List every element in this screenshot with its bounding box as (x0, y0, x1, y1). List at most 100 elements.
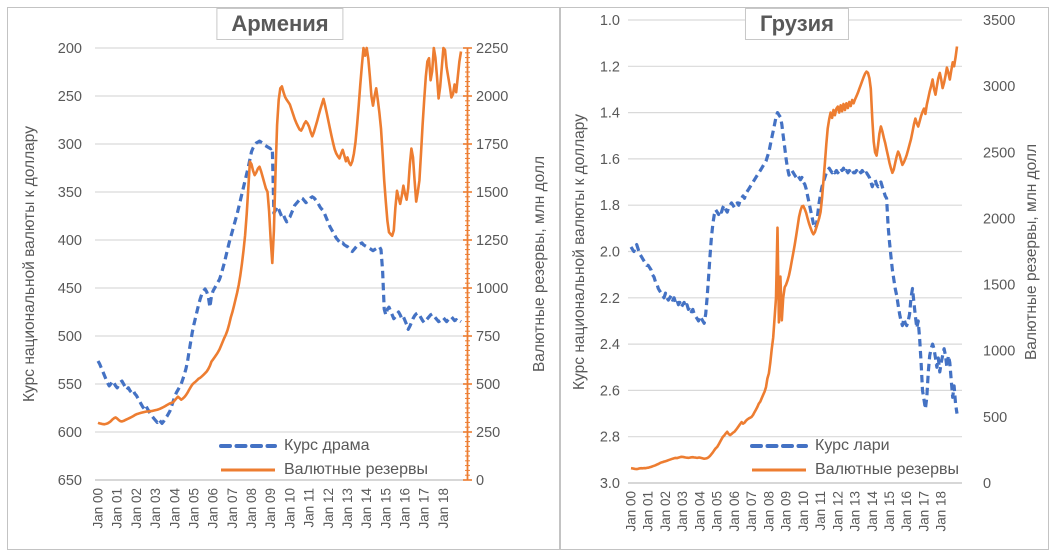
x-tick-label: Jan 02 (658, 491, 673, 532)
y-right-tick-label: 2500 (983, 145, 1015, 161)
x-tick-label: Jan 08 (761, 491, 776, 532)
y-right-tick-label: 2000 (476, 89, 508, 105)
y-right-tick-label: 1000 (983, 344, 1015, 360)
chart-panel-georgia (560, 7, 1049, 550)
y-left-tick-label: 1.2 (600, 59, 620, 75)
legend-label: Курс драма (284, 437, 370, 454)
y-right-tick-label: 1500 (476, 185, 508, 201)
x-tick-label: Jan 14 (359, 488, 374, 529)
y-right-tick-label: 1750 (476, 137, 508, 153)
x-tick-label: Jan 18 (436, 488, 451, 529)
x-tick-label: Jan 07 (744, 491, 759, 532)
x-tick-label: Jan 03 (675, 491, 690, 532)
x-tick-label: Jan 18 (934, 491, 949, 532)
x-tick-label: Jan 00 (624, 491, 639, 532)
x-tick-label: Jan 14 (865, 491, 880, 532)
y-left-tick-label: 2.0 (600, 245, 620, 261)
y-left-tick-label: 200 (58, 41, 82, 57)
y-right-tick-label: 3000 (983, 79, 1015, 95)
y-right-tick-label: 3500 (983, 13, 1015, 29)
y-left-tick-label: 350 (58, 185, 82, 201)
y-left-tick-label: 250 (58, 89, 82, 105)
legend-item-rate: Курс драма (219, 434, 428, 458)
x-tick-label: Jan 12 (830, 491, 845, 532)
x-tick-label: Jan 15 (882, 491, 897, 532)
y-left-tick-label: 300 (58, 137, 82, 153)
x-tick-label: Jan 01 (641, 491, 656, 532)
legend-label: Курс лари (815, 437, 890, 454)
y-right-tick-label: 750 (476, 329, 500, 345)
y-left-tick-label: 600 (58, 425, 82, 441)
x-tick-label: Jan 11 (813, 491, 828, 531)
rate-series-line (629, 110, 959, 414)
y-right-tick-label: 1250 (476, 233, 508, 249)
y-right-tick-label: 500 (476, 377, 500, 393)
legend-item-reserves: Валютные резервы (750, 458, 959, 482)
y-axis-title-right-georgia: Валютные резервы, млн долл (1023, 143, 1040, 361)
x-tick-label: Jan 13 (340, 488, 355, 529)
y-left-tick-label: 550 (58, 377, 82, 393)
legend-dashed-line-sample (750, 444, 808, 448)
x-tick-label: Jan 08 (244, 488, 259, 529)
legend-solid-line-sample (221, 468, 275, 472)
y-right-tick-label: 250 (476, 425, 500, 441)
y-left-tick-label: 1.6 (600, 152, 620, 168)
y-left-tick-label: 400 (58, 233, 82, 249)
y-left-tick-label: 2.2 (600, 291, 620, 307)
y-axis-title-left-armenia: Курс национальной валюты к доллару (21, 126, 38, 402)
y-left-tick-label: 2.4 (600, 337, 620, 353)
legend-armenia: Курс драма Валютные резервы (219, 434, 428, 482)
chart-title-armenia: Армения (216, 8, 344, 40)
legend-dashed-line-sample (219, 444, 277, 448)
y-left-tick-label: 2.6 (600, 383, 620, 399)
x-tick-label: Jan 06 (206, 488, 221, 529)
reserves-series-line (630, 46, 959, 471)
y-left-tick-label: 500 (58, 329, 82, 345)
y-left-tick-label: 2.8 (600, 430, 620, 446)
y-right-tick-label: 2000 (983, 211, 1015, 227)
y-left-tick-label: 450 (58, 281, 82, 297)
chart-title-georgia: Грузия (744, 8, 850, 40)
reserves-series-line (97, 46, 463, 426)
x-tick-label: Jan 07 (225, 488, 240, 529)
y-right-tick-label: 0 (476, 473, 484, 489)
x-tick-label: Jan 17 (916, 491, 931, 532)
y-left-tick-label: 1.0 (600, 13, 620, 29)
x-tick-label: Jan 00 (91, 488, 106, 529)
legend-item-rate: Курс лари (750, 434, 959, 458)
legend-item-reserves: Валютные резервы (219, 458, 428, 482)
x-tick-label: Jan 09 (263, 488, 278, 529)
x-tick-label: Jan 13 (848, 491, 863, 532)
x-tick-label: Jan 06 (727, 491, 742, 532)
x-tick-label: Jan 12 (321, 488, 336, 529)
legend-label: Валютные резервы (815, 461, 959, 478)
x-tick-label: Jan 16 (899, 491, 914, 532)
x-tick-label: Jan 04 (167, 488, 182, 529)
y-left-tick-label: 1.4 (600, 106, 620, 122)
y-axis-title-left-georgia: Курс национальной валюты к доллару (571, 114, 588, 390)
y-right-tick-label: 500 (983, 410, 1007, 426)
y-right-tick-label: 0 (983, 476, 991, 492)
legend-georgia: Курс лари Валютные резервы (750, 434, 959, 482)
x-tick-label: Jan 16 (398, 488, 413, 529)
x-tick-label: Jan 01 (110, 488, 125, 529)
x-tick-label: Jan 05 (710, 491, 725, 532)
y-axis-title-right-armenia: Валютные резервы, млн долл (531, 155, 548, 373)
x-tick-label: Jan 09 (779, 491, 794, 532)
y-left-tick-label: 650 (58, 473, 82, 489)
y-right-tick-label: 1000 (476, 281, 508, 297)
legend-label: Валютные резервы (284, 461, 428, 478)
y-left-tick-label: 1.8 (600, 198, 620, 214)
y-left-tick-label: 3.0 (600, 476, 620, 492)
x-tick-label: Jan 10 (796, 491, 811, 532)
x-tick-label: Jan 02 (129, 488, 144, 529)
y-right-tick-label: 1500 (983, 278, 1015, 294)
x-tick-label: Jan 11 (302, 488, 317, 528)
legend-solid-line-sample (752, 468, 806, 472)
x-tick-label: Jan 15 (378, 488, 393, 529)
x-tick-label: Jan 04 (692, 491, 707, 532)
x-tick-label: Jan 05 (186, 488, 201, 529)
y-right-tick-label: 2250 (476, 41, 508, 57)
